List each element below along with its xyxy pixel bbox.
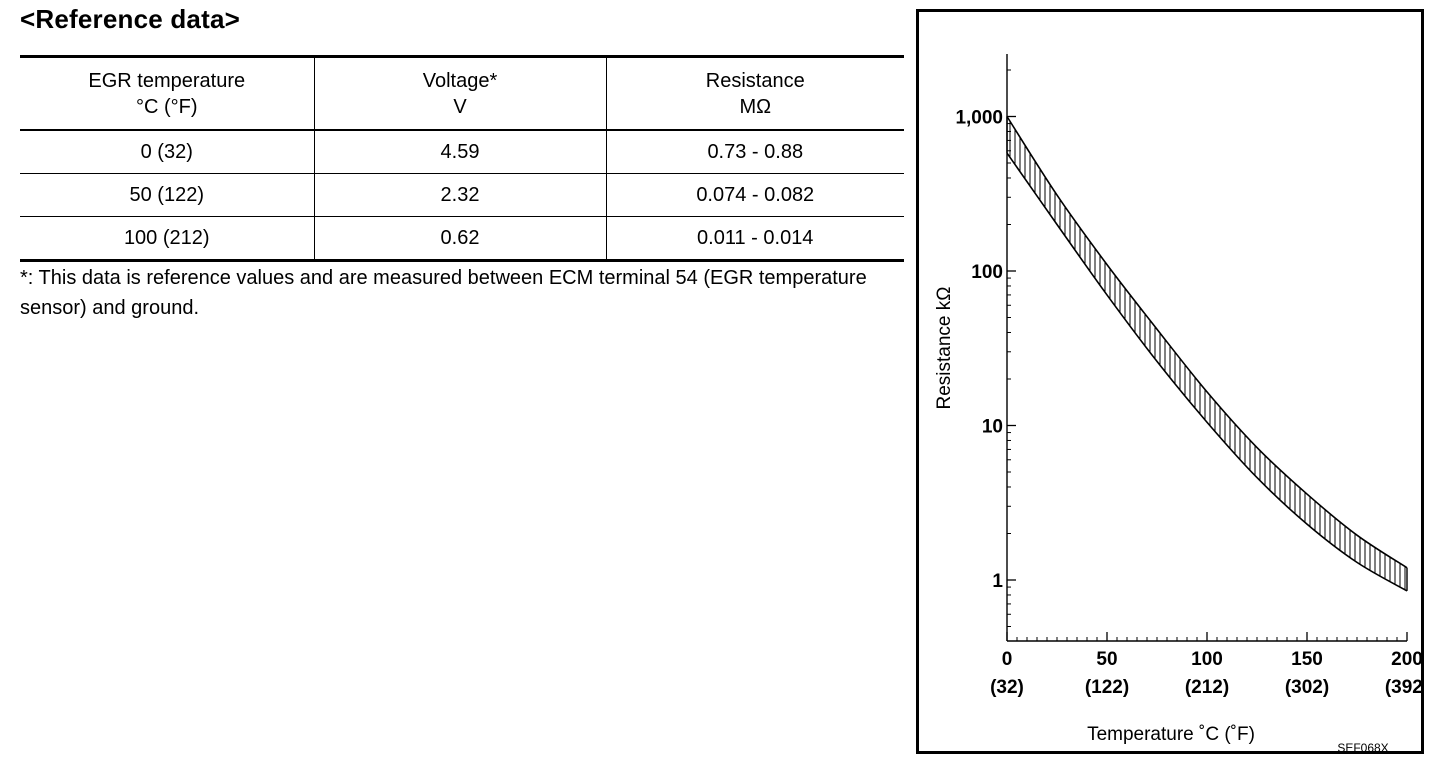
page-heading: <Reference data> — [20, 4, 240, 34]
cell-temperature: 100 (212) — [20, 216, 315, 261]
y-tick-label: 10 — [982, 417, 1003, 438]
figure-code: SEF068X — [1337, 741, 1388, 751]
y-tick-label: 100 — [971, 262, 1003, 283]
y-tick-label: 1 — [992, 571, 1003, 592]
cell-voltage: 0.62 — [314, 216, 607, 261]
y-tick-label: 1,000 — [955, 108, 1003, 129]
resistance-temperature-chart: 1 10 100 1,000 0 (32) 50 (122) 100 (212) 150 (302) 2… — [934, 54, 1421, 751]
x-tick-sublabel: (122) — [1085, 677, 1129, 698]
table-header-row: EGR temperature °C (°F) Voltage* V Resis… — [20, 56, 904, 131]
header-resistance: Resistance MΩ — [606, 56, 904, 131]
x-tick-label: 150 — [1291, 649, 1323, 670]
reference-data-table: EGR temperature °C (°F) Voltage* V Resis… — [20, 55, 904, 262]
lower-limit-curve — [1006, 152, 1408, 592]
x-tick-label: 200 — [1391, 649, 1421, 670]
x-tick-sublabel: (32) — [990, 677, 1024, 698]
header-egr-temperature: EGR temperature °C (°F) — [20, 56, 315, 131]
table-row: 0 (32) 4.59 0.73 - 0.88 — [20, 130, 904, 174]
table-row: 100 (212) 0.62 0.011 - 0.014 — [20, 216, 904, 261]
x-axis-label: Temperature ˚C (˚F) — [1087, 724, 1255, 745]
cell-temperature: 0 (32) — [20, 130, 315, 174]
header-egr-temperature-unit: °C (°F) — [135, 95, 198, 118]
cell-voltage: 2.32 — [314, 173, 607, 217]
x-tick-sublabel: (212) — [1185, 677, 1229, 698]
header-voltage: Voltage* V — [314, 56, 607, 131]
header-egr-temperature-label: EGR temperature — [88, 69, 246, 92]
x-tick-label: 0 — [1002, 649, 1013, 670]
cell-voltage: 4.59 — [314, 130, 607, 174]
header-voltage-unit: V — [453, 95, 467, 118]
x-tick-label: 50 — [1096, 649, 1117, 670]
x-tick-label: 100 — [1191, 649, 1223, 670]
x-tick-sublabel: (302) — [1285, 677, 1329, 698]
resistance-temperature-figure: 1 10 100 1,000 0 (32) 50 (122) 100 (212) 150 (302) 2… — [916, 9, 1424, 754]
x-tick-sublabel: (392) — [1385, 677, 1421, 698]
cell-resistance: 0.011 - 0.014 — [606, 216, 904, 261]
header-resistance-label: Resistance — [705, 69, 805, 92]
cell-resistance: 0.73 - 0.88 — [707, 140, 804, 163]
footnote: *: This data is reference values and are… — [20, 267, 867, 319]
header-resistance-unit: MΩ — [739, 95, 772, 118]
upper-limit-curve — [1006, 116, 1408, 569]
header-voltage-label: Voltage* — [422, 69, 498, 92]
y-axis-label: Resistance kΩ — [934, 287, 955, 410]
cell-resistance: 0.074 - 0.082 — [606, 173, 904, 217]
table-row: 50 (122) 2.32 0.074 - 0.082 — [20, 173, 904, 217]
cell-temperature: 50 (122) — [20, 173, 315, 217]
tolerance-band-fill — [1007, 116, 1407, 591]
